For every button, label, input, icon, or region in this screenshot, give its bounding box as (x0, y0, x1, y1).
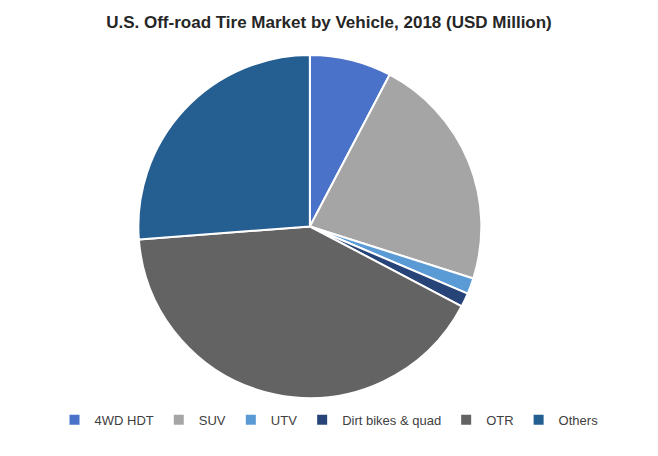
svg-text:4WD HDT: 4WD HDT (95, 413, 154, 428)
svg-text:SUV: SUV (199, 413, 226, 428)
svg-text:UTV: UTV (271, 413, 297, 428)
svg-text:Others: Others (559, 413, 599, 428)
svg-text:OTR: OTR (486, 413, 513, 428)
svg-text:U.S. Off-road Tire Market by V: U.S. Off-road Tire Market by Vehicle, 20… (106, 13, 552, 32)
svg-text:Dirt bikes & quad: Dirt bikes & quad (342, 413, 441, 428)
